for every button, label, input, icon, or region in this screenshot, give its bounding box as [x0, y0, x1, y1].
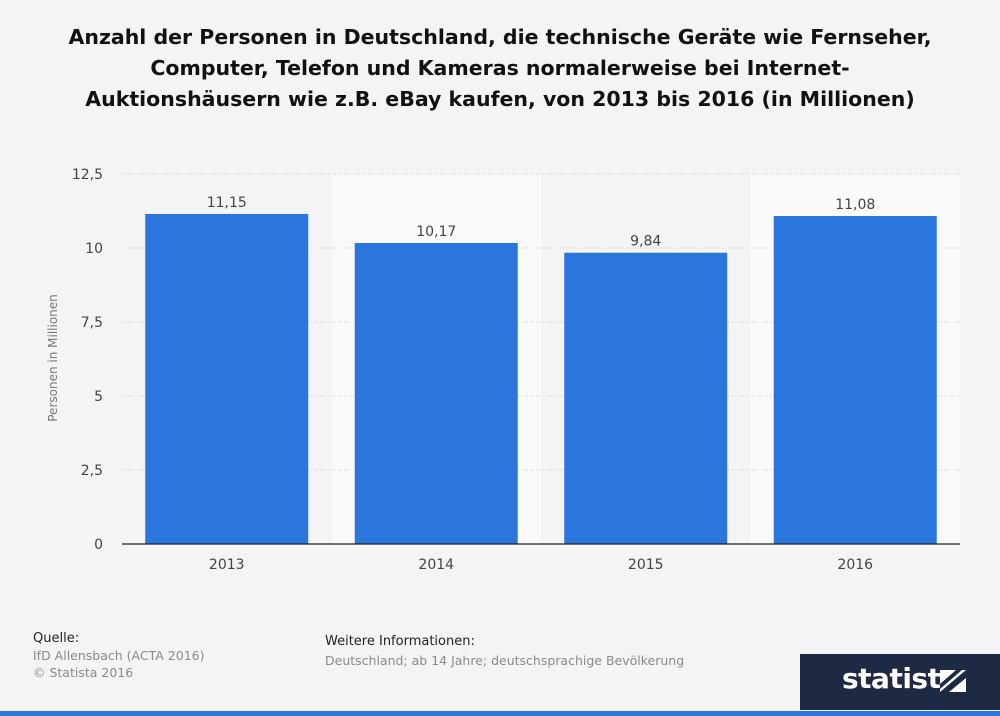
y-tick-label: 7,5 [81, 315, 103, 331]
value-labels: 11,15 10,17 9,84 11,08 [207, 195, 876, 250]
value-label: 10,17 [416, 224, 456, 240]
info-text: Deutschland; ab 14 Jahre; deutschsprachi… [325, 653, 685, 668]
source-line-1: IfD Allensbach (ACTA 2016) [33, 648, 205, 663]
bar[interactable] [145, 213, 309, 544]
y-tick-label: 5 [94, 389, 103, 405]
brand-name: statista [842, 662, 959, 695]
y-tick-label: 0 [94, 537, 103, 553]
x-tick-label: 2013 [209, 557, 245, 573]
bar[interactable] [773, 216, 937, 545]
value-label: 9,84 [630, 234, 661, 250]
y-tick-label: 2,5 [81, 463, 103, 479]
value-label: 11,08 [835, 197, 875, 213]
y-axis-label: Personen in Millionen [46, 294, 60, 422]
value-label: 11,15 [207, 195, 247, 211]
y-tick-label: 10 [85, 241, 103, 257]
source-block: Quelle: IfD Allensbach (ACTA 2016) © Sta… [33, 630, 204, 681]
info-label: Weitere Informationen: [325, 634, 475, 649]
bar[interactable] [564, 252, 728, 544]
x-tick-label: 2014 [418, 557, 454, 573]
x-tick-label: 2015 [628, 557, 664, 573]
bars [145, 213, 937, 545]
chart-title: Anzahl der Personen in Deutschland, die … [68, 25, 932, 111]
x-axis-ticks: 2013 2014 2015 2016 [209, 557, 873, 573]
bottom-accent-line [0, 711, 1000, 716]
source-label: Quelle: [33, 631, 80, 646]
x-tick-label: 2016 [837, 557, 873, 573]
source-line-2: © Statista 2016 [33, 665, 134, 680]
statista-logo-icon [940, 670, 966, 692]
y-tick-label: 12,5 [72, 167, 103, 183]
y-axis-ticks: 0 2,5 5 7,5 10 12,5 [72, 167, 103, 553]
info-block: Weitere Informationen: Deutschland; ab 1… [325, 632, 684, 670]
statista-brand[interactable]: statista [800, 654, 1000, 710]
bar[interactable] [354, 242, 518, 544]
